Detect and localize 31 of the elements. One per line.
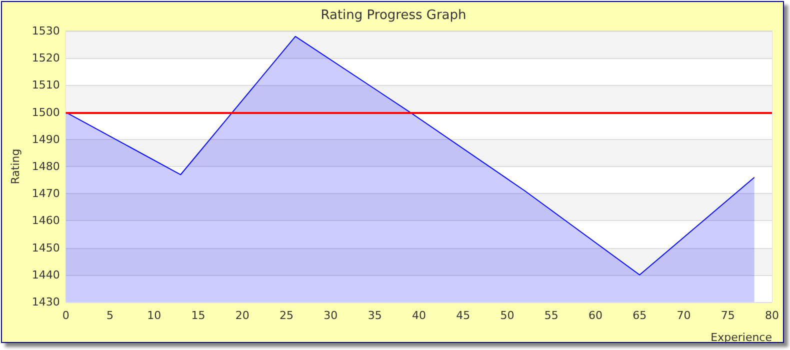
y-tick-label: 1530 xyxy=(32,24,60,38)
x-tick-label: 35 xyxy=(368,309,382,322)
y-tick-label: 1470 xyxy=(32,187,60,200)
x-tick-label: 45 xyxy=(456,309,470,322)
x-tick-label: 20 xyxy=(235,309,250,322)
x-tick-label: 40 xyxy=(412,309,426,322)
y-tick-label: 1490 xyxy=(32,132,60,146)
y-tick-label: 1440 xyxy=(32,268,60,282)
x-tick-label: 0 xyxy=(62,309,70,322)
x-tick-label: 25 xyxy=(280,309,294,322)
x-tick-label: 5 xyxy=(106,309,114,322)
y-tick-label: 1500 xyxy=(32,106,60,119)
y-axis-title: Rating xyxy=(9,148,22,184)
x-tick-label: 70 xyxy=(676,309,691,322)
y-tick-label: 1480 xyxy=(32,160,60,173)
x-tick-label: 55 xyxy=(544,309,558,322)
x-axis-title: Experience xyxy=(710,331,772,344)
x-tick-label: 80 xyxy=(765,309,779,322)
chart-title: Rating Progress Graph xyxy=(320,8,466,23)
x-tick-label: 15 xyxy=(191,309,206,322)
x-tick-label: 75 xyxy=(720,309,735,322)
y-tick-label: 1430 xyxy=(32,296,60,308)
x-tick-label: 65 xyxy=(632,309,647,322)
y-tick-label: 1510 xyxy=(32,78,60,92)
y-tick-label: 1520 xyxy=(32,52,60,65)
y-tick-label: 1450 xyxy=(32,241,60,254)
x-tick-label: 60 xyxy=(588,309,602,322)
x-tick-label: 10 xyxy=(147,309,162,322)
y-tick-label: 1460 xyxy=(32,214,60,228)
x-tick-label: 30 xyxy=(324,309,338,322)
x-tick-label: 50 xyxy=(500,309,514,322)
